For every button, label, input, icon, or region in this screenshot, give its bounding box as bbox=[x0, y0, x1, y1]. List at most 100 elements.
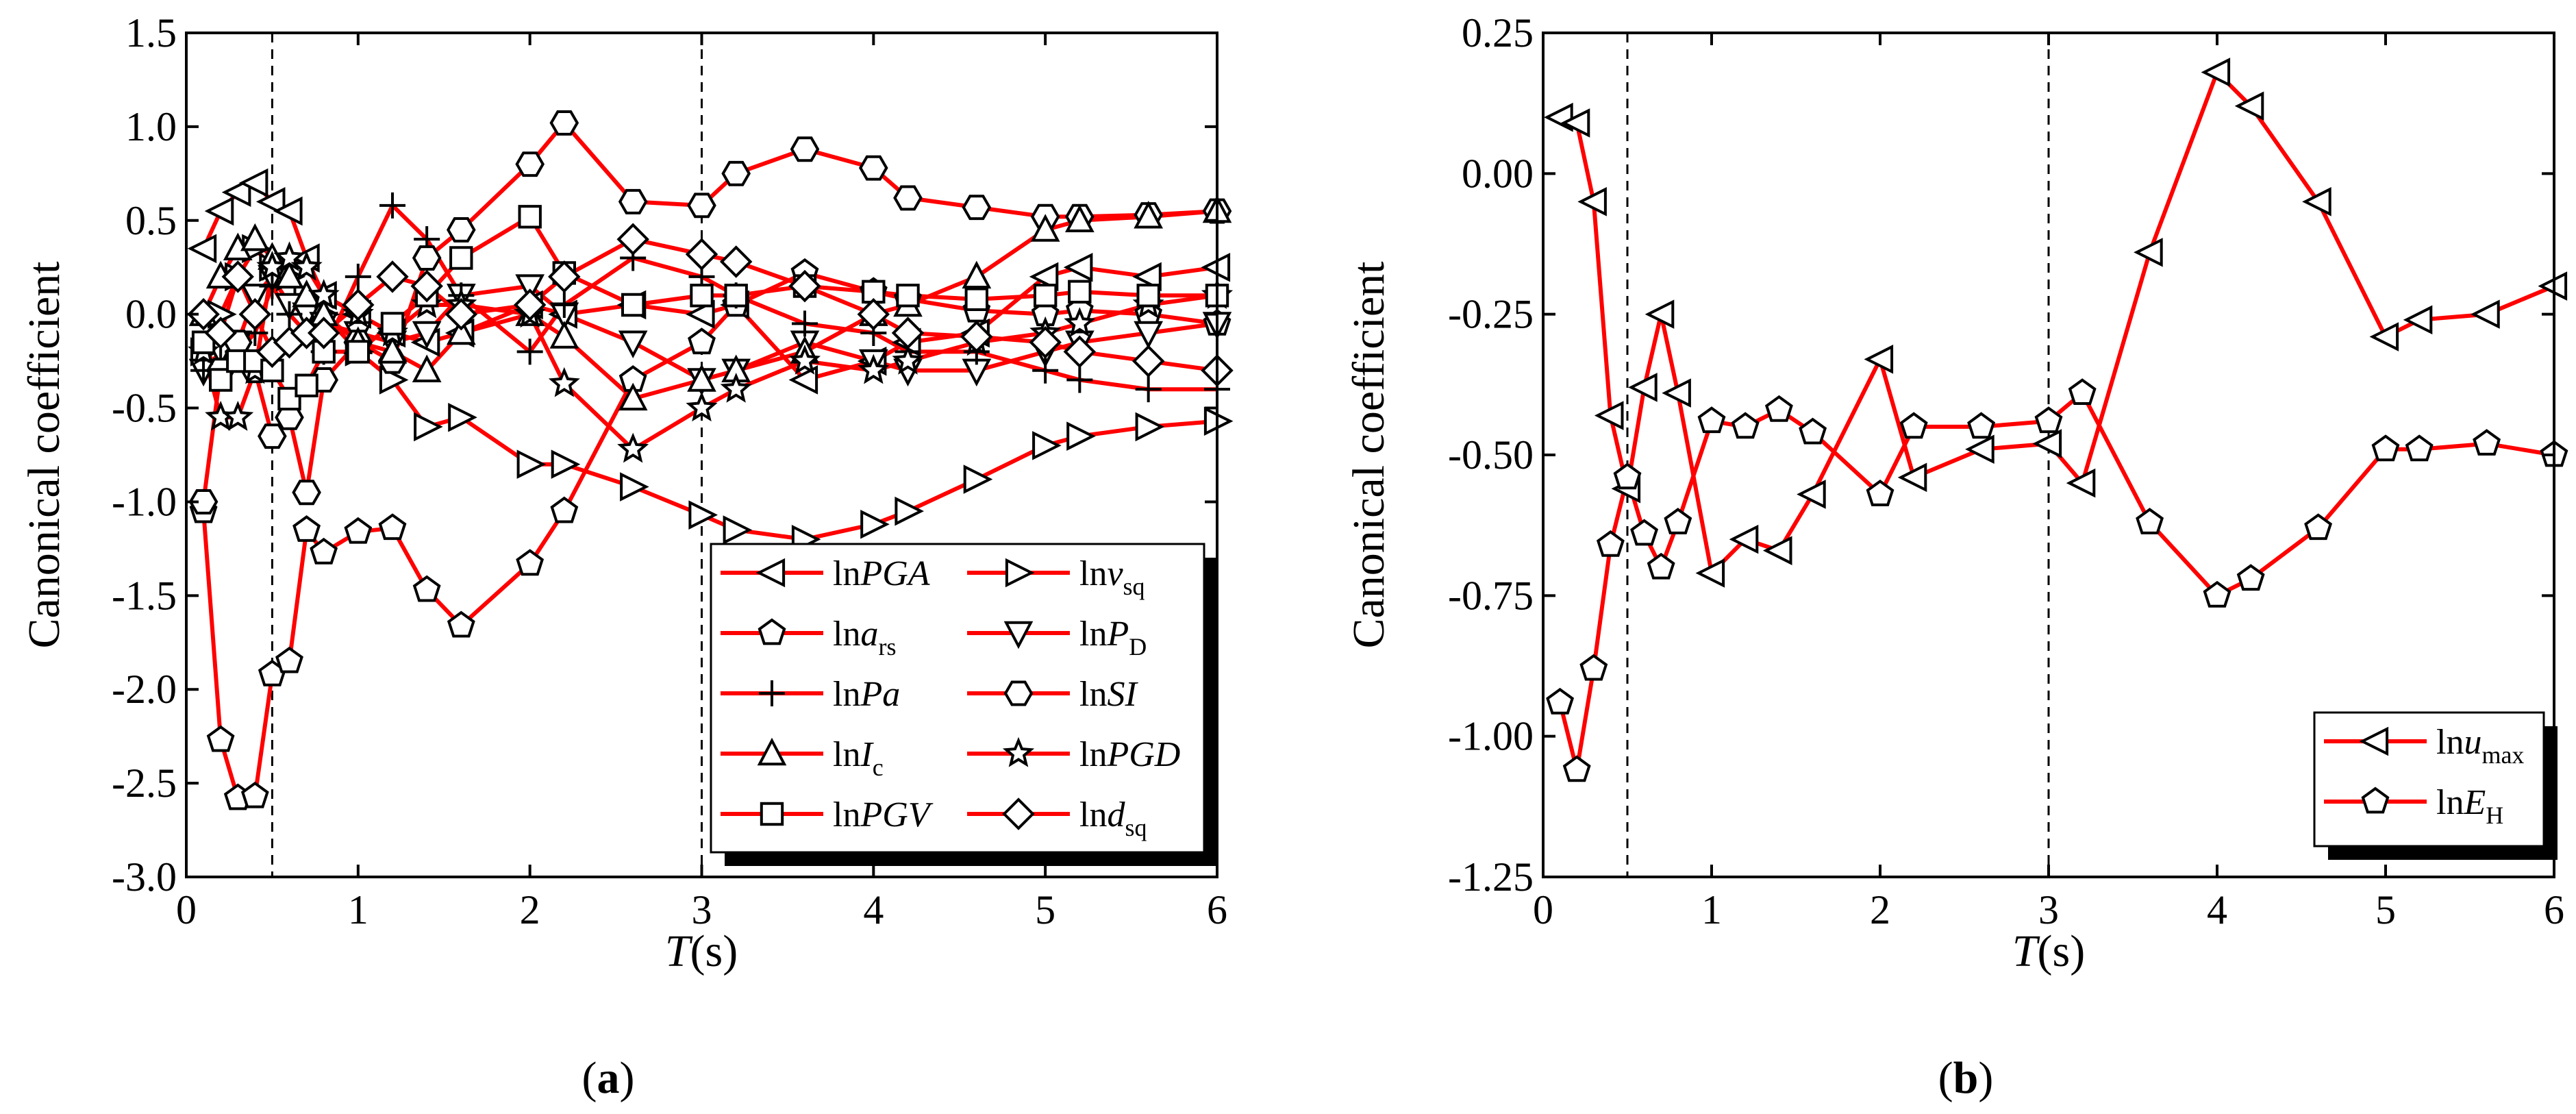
panel-a-point-lnPGV bbox=[346, 340, 370, 364]
panel-a-point-lnPa bbox=[1135, 376, 1162, 403]
panel-a-point-lnvsq bbox=[414, 412, 443, 442]
panel-a-point-lnSI bbox=[893, 185, 923, 211]
panel-a-y-axis-title: Canonical coefficient bbox=[19, 261, 69, 648]
panel-a-legend-marker-lnPD bbox=[1003, 621, 1034, 649]
panel-a-point-lnars bbox=[206, 725, 235, 752]
panel-a-point-lnIc bbox=[1134, 201, 1164, 229]
panel-a-point-lnIc bbox=[377, 336, 408, 364]
panel-b-point-lnEH bbox=[1562, 755, 1591, 782]
panel-a-point-lnSI bbox=[446, 217, 476, 243]
panel-a-point-lndsq bbox=[548, 260, 581, 293]
panel-b-x-tick-label: 0 bbox=[1533, 887, 1553, 932]
panel-a-legend-label-lnPa: lnPa bbox=[833, 675, 900, 714]
panel-b-point-lnumax bbox=[2369, 322, 2399, 351]
panel-a-point-lndsq bbox=[445, 297, 478, 331]
panel-a-legend-marker-lnPGV bbox=[760, 802, 784, 826]
panel-b-x-axis-title-unit: (s) bbox=[2038, 926, 2086, 976]
panel-a-point-lnIc bbox=[1030, 214, 1060, 242]
panel-a-point-lnvsq bbox=[895, 496, 924, 526]
panel-a-point-lndsq bbox=[187, 297, 220, 331]
panel-a-legend-label-lndsq: lndsq bbox=[1079, 795, 1147, 841]
panel-a-point-lnSI bbox=[515, 151, 545, 177]
panel-a-point-lnIc bbox=[618, 382, 648, 411]
panel-a-x-tick-label: 3 bbox=[692, 887, 712, 932]
panel-a-point-lnPa bbox=[1066, 367, 1093, 393]
panel-a-label-letter: a bbox=[597, 1053, 620, 1103]
panel-a-point-lnPGV bbox=[1068, 280, 1092, 304]
panel-a-point-lnvsq bbox=[1135, 412, 1165, 442]
panel-b-label: (b) bbox=[1938, 1053, 1994, 1103]
panel-b-point-lnEH bbox=[1764, 395, 1793, 422]
panel-a-point-lnPGV bbox=[518, 205, 542, 229]
panel-a-legend-label-lnars: lnars bbox=[833, 615, 896, 660]
panel-a-point-lndsq bbox=[616, 223, 649, 256]
panel-b-point-lnumax bbox=[1645, 299, 1675, 329]
panel-b-point-lnEH bbox=[1697, 406, 1726, 434]
panel-b-axes: 0 1 2 3 4 5 6 -1.25 -1.00 -0.75 -0.50 -0.25 0.00 0.25 bbox=[1448, 10, 2564, 932]
panel-a-point-lnSI bbox=[258, 423, 287, 449]
panel-b-point-lnumax bbox=[1762, 536, 1792, 565]
panel-b-point-lnEH bbox=[1899, 412, 1928, 439]
panel-a-legend-marker-lndsq bbox=[1002, 797, 1035, 830]
panel-b-point-lnEH bbox=[1866, 480, 1895, 506]
panel-b-legend: lnumax lnEH bbox=[2313, 711, 2558, 860]
panel-a-y-tick-label: 0.0 bbox=[125, 292, 177, 337]
panel-b-point-lnEH bbox=[2034, 406, 2063, 434]
panel-a-point-lnPGA bbox=[204, 196, 234, 226]
panel-a-point-lndsq bbox=[1131, 345, 1165, 377]
panel-b-point-lnEH bbox=[2473, 429, 2501, 456]
panel-a-point-lnars bbox=[344, 517, 373, 544]
panel-a-y-tick-label: -1.0 bbox=[112, 479, 177, 524]
panel-a-point-lnPGV bbox=[896, 284, 920, 308]
panel-a-legend-marker-lnIc bbox=[757, 737, 787, 766]
panel-a-legend-label-lnPD: lnPD bbox=[1079, 615, 1147, 660]
panel-a-point-lnSI bbox=[790, 136, 820, 162]
panel-a-point-lnPGA bbox=[1063, 252, 1093, 282]
panel-a-point-lnPGD bbox=[686, 391, 718, 422]
panel-b-y-tick-label: -1.00 bbox=[1448, 714, 1534, 759]
panel-b-x-axis-title-var: T bbox=[2012, 926, 2040, 976]
panel-b-point-lnEH bbox=[1596, 530, 1625, 557]
panel-b-y-tick-label: 0.25 bbox=[1462, 10, 1534, 55]
panel-b-point-lnEH bbox=[1579, 654, 1608, 681]
panel-a-legend-marker-lnPGD bbox=[1002, 737, 1035, 767]
panel-a-point-lnars bbox=[516, 549, 545, 576]
panel-a-plot-area bbox=[187, 33, 1234, 877]
panel-b-x-axis-title: T(s) bbox=[2012, 926, 2085, 976]
panel-a-point-lnPGA bbox=[187, 234, 217, 264]
panel-a-point-lnPGD bbox=[548, 367, 580, 397]
panel-a-point-lnvsq bbox=[723, 515, 753, 545]
panel-a-point-lnPGD bbox=[858, 354, 890, 384]
panel-a-x-tick-label: 1 bbox=[348, 887, 368, 932]
panel-b-point-lnEH bbox=[2304, 513, 2333, 541]
panel-a-point-lnIc bbox=[687, 364, 716, 392]
panel-a-point-lndsq bbox=[410, 269, 443, 303]
panel-a-point-lnvsq bbox=[551, 449, 581, 479]
panel-a-point-lndsq bbox=[960, 320, 993, 354]
panel-a-legend-marker-lnPa bbox=[759, 680, 785, 706]
panel-a-point-lnvsq bbox=[1066, 421, 1096, 451]
panel-a-point-lnPGV bbox=[277, 386, 301, 411]
panel-b-point-lnEH bbox=[1647, 552, 1675, 580]
panel-a-x-axis-title-unit: (s) bbox=[690, 926, 738, 976]
panel-b-point-lnumax bbox=[1797, 480, 1826, 509]
panel-a-legend: lnPGA lnvsq lnars lnPD lnPa lnSI lnIc lnPGD lnPG… bbox=[710, 543, 1218, 866]
panel-a-y-tick-label: -2.5 bbox=[112, 760, 177, 806]
panel-a-x-axis-title-var: T bbox=[665, 926, 693, 976]
panel-b-point-lnEH bbox=[1630, 519, 1659, 546]
panel-a-point-lnPGV bbox=[380, 312, 405, 336]
panel-a-point-lnPD bbox=[515, 274, 545, 302]
panel-b-legend-marker-lnumax bbox=[2359, 726, 2389, 756]
panel-b-point-lnEH bbox=[1731, 412, 1760, 439]
panel-a-point-lnars bbox=[378, 513, 407, 541]
panel-a-point-lnPGD bbox=[1064, 307, 1096, 337]
panel-a-legend-label-lnIc: lnIc bbox=[833, 735, 884, 781]
panel-a-point-lnIc bbox=[412, 354, 442, 382]
panel-a-point-lnPGA bbox=[1029, 262, 1059, 292]
panel-a-point-lnPa bbox=[379, 192, 405, 219]
panel-a-point-lnIc bbox=[240, 223, 270, 251]
panel-b-legend-label-lnEH: lnEH bbox=[2436, 783, 2503, 829]
panel-a-point-lnPGA bbox=[686, 299, 715, 329]
panel-a-x-tick-label: 4 bbox=[863, 887, 884, 932]
